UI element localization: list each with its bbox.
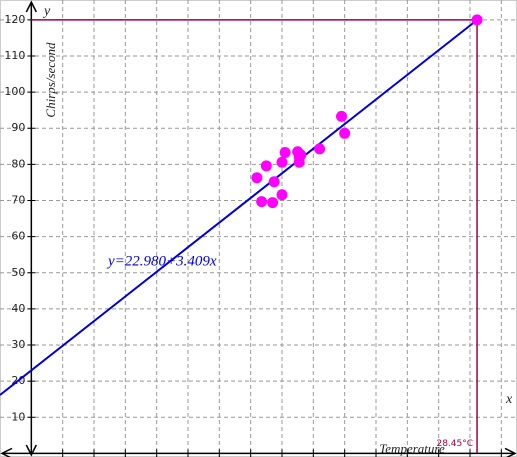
y-tick-label: 110 (4, 49, 25, 62)
point (276, 189, 288, 201)
y-tick-label: 60 (11, 230, 25, 243)
x-axis-letter: x (505, 392, 513, 407)
point (267, 197, 279, 209)
y-axis-letter: y (42, 4, 51, 19)
y-tick-label: 90 (11, 121, 25, 134)
regression-label: y=22.980+3.409x (106, 253, 217, 269)
axis-arrow (25, 0, 38, 457)
point (292, 146, 304, 158)
point (314, 143, 326, 155)
y-axis-title: Chirps/second (43, 42, 58, 118)
point (260, 160, 272, 172)
point (276, 156, 288, 168)
x-axis-title: Temperature (379, 441, 445, 456)
y-tick-label: 50 (11, 266, 25, 279)
point (268, 176, 280, 188)
y-tick-label: 10 (11, 410, 25, 423)
y-tick-label: 70 (11, 194, 25, 207)
highlight-label: 28.45°C (436, 439, 473, 449)
y-tick-label: 100 (4, 85, 25, 98)
highlight-point (471, 14, 483, 26)
regression-line (0, 19, 478, 396)
point (336, 110, 348, 122)
point (256, 196, 268, 208)
point (251, 172, 263, 184)
point (339, 127, 351, 139)
y-tick-label: 30 (11, 338, 25, 351)
y-tick-label: 40 (11, 302, 25, 315)
point (279, 146, 291, 158)
y-tick-label: 120 (4, 13, 25, 26)
y-tick-label: 80 (11, 157, 25, 170)
